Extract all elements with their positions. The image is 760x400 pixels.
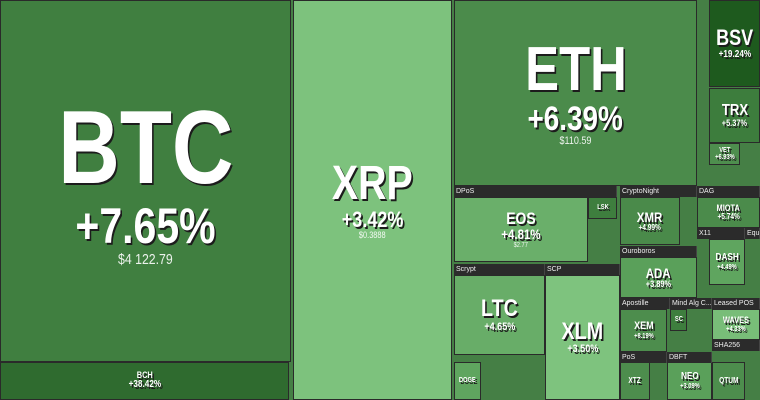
ticker: XLM — [561, 317, 604, 345]
coin-tile[interactable]: XEM +8.19% — [620, 309, 667, 352]
ticker: BCH — [136, 370, 153, 381]
ticker: XRP — [332, 156, 413, 210]
change: +4.33% — [726, 325, 746, 333]
coin-tile[interactable]: WAVES +4.33% — [712, 309, 760, 340]
group-header: X11 — [697, 228, 745, 239]
change: +6.39% — [527, 99, 624, 138]
coin-tile[interactable]: QTUM — [712, 362, 745, 400]
coin-tile[interactable]: BSV +19.24% — [709, 0, 760, 87]
ticker: VET — [718, 146, 731, 154]
group-header: Apostille — [620, 298, 670, 309]
change: +3.89% — [645, 279, 672, 290]
coin-tile[interactable]: LTC +4.65% — [454, 275, 545, 355]
coin-tile[interactable]: BTC +7.65% $4 122.79 — [0, 0, 291, 362]
price: $0.3888 — [359, 230, 386, 241]
group-header: DAG — [697, 186, 760, 197]
ticker: DOGE — [459, 377, 476, 385]
change: +4.49% — [717, 263, 737, 271]
change: +6.93% — [714, 154, 735, 161]
coin-tile[interactable]: DASH +4.49% — [709, 239, 745, 285]
coin-tile[interactable]: NEO +3.09% — [667, 362, 712, 400]
ticker: ADA — [646, 264, 671, 281]
coin-tile[interactable]: XMR +4.99% — [620, 197, 680, 245]
coin-tile[interactable]: EOS +4.81% $2.77 — [454, 197, 588, 262]
group-header: Scrypt — [454, 264, 545, 275]
coin-tile[interactable]: ADA +3.89% — [620, 257, 697, 298]
group-header: Leased POS — [712, 298, 760, 309]
change: +5.37% — [721, 118, 748, 129]
ticker: WAVES — [722, 315, 750, 326]
ticker: SC — [674, 316, 683, 324]
ticker: TRX — [721, 101, 748, 119]
group-header: Mind Alg C... — [670, 298, 712, 309]
ticker: XEM — [633, 320, 654, 333]
ticker: LSK — [596, 204, 609, 212]
change: +4.65% — [484, 320, 515, 333]
change: +5.74% — [717, 212, 740, 221]
group-header: SCP — [545, 264, 620, 275]
coin-tile[interactable]: MIOTA +5.74% — [697, 197, 760, 228]
ticker: DASH — [715, 252, 739, 264]
change: +3.42% — [341, 206, 404, 232]
coin-tile[interactable]: ETH +6.39% $110.59 — [454, 0, 697, 186]
coin-tile[interactable]: DOGE — [454, 362, 481, 400]
ticker: NEO — [680, 371, 699, 383]
ticker: XMR — [637, 208, 663, 225]
coin-tile[interactable]: BCH +38.42% — [0, 362, 289, 400]
change: +19.24% — [718, 48, 751, 60]
ticker: ETH — [524, 35, 627, 105]
group-header: Equi — [745, 228, 760, 239]
group-header: DPoS — [454, 186, 617, 197]
price: $4 122.79 — [118, 250, 173, 268]
coin-tile[interactable]: XLM +3.50% — [545, 275, 620, 400]
coin-tile[interactable]: SC — [670, 309, 687, 331]
ticker: XTZ — [628, 375, 642, 385]
ticker: EOS — [506, 209, 536, 229]
group-header: PoS — [620, 352, 667, 363]
coin-tile[interactable]: LSK — [588, 197, 617, 219]
group-header: Ouroboros — [620, 246, 697, 257]
group-header: CryptoNight — [620, 186, 697, 197]
coin-tile[interactable]: XTZ — [620, 362, 650, 400]
change: +7.65% — [75, 197, 216, 254]
price: $110.59 — [559, 135, 592, 148]
ticker: QTUM — [718, 375, 739, 385]
ticker: BTC — [57, 89, 234, 206]
change: +3.09% — [679, 382, 700, 390]
ticker: LTC — [481, 295, 518, 323]
change: +4.81% — [501, 226, 541, 243]
change: +38.42% — [128, 379, 161, 391]
ticker: MIOTA — [716, 202, 741, 213]
coin-tile[interactable]: TRX +5.37% — [709, 88, 760, 143]
change: +4.99% — [638, 223, 662, 233]
change: +8.19% — [633, 332, 654, 340]
coin-tile[interactable]: XRP +3.42% $0.3888 — [293, 0, 452, 400]
group-header: SHA256 — [712, 340, 760, 351]
coin-tile[interactable]: VET +6.93% — [709, 143, 740, 165]
change: +3.50% — [567, 343, 598, 356]
price: $2.77 — [513, 241, 529, 249]
group-header: DBFT — [667, 352, 712, 363]
ticker: BSV — [715, 25, 754, 51]
